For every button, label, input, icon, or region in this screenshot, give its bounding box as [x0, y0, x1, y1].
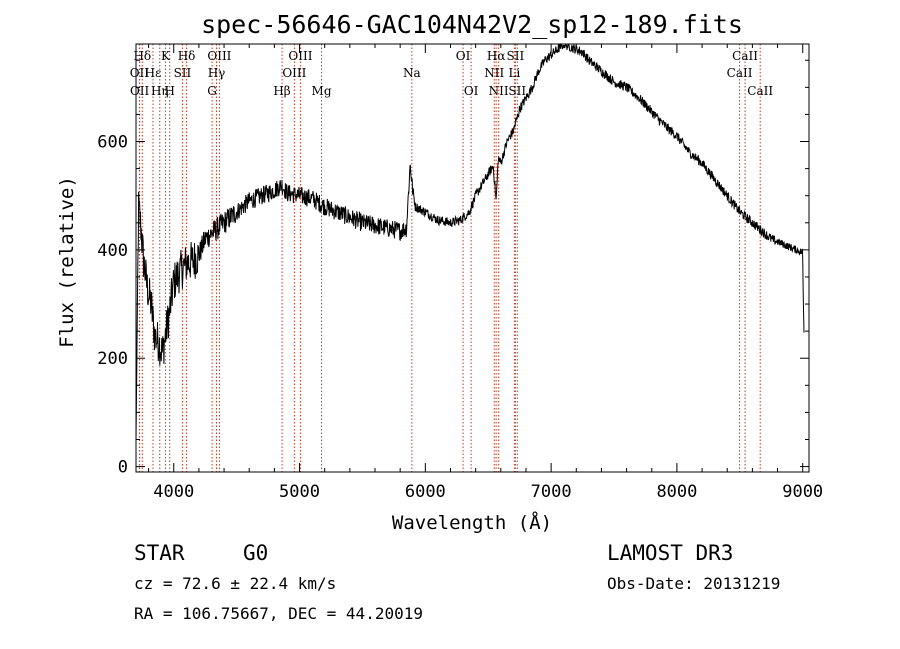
- y-tick-label: 600: [97, 133, 128, 153]
- line-marker-label: Hα: [487, 49, 506, 63]
- line-marker-label: Hδ: [133, 49, 151, 63]
- emission-line-markers: [138, 44, 761, 472]
- x-tick-label: 7000: [531, 482, 572, 502]
- x-tick-label: 4000: [153, 482, 194, 502]
- line-marker-label: Mg: [312, 84, 332, 98]
- object-class: STAR: [134, 541, 185, 565]
- x-tick-label: 5000: [279, 482, 320, 502]
- survey-name: LAMOST DR3: [607, 541, 733, 565]
- x-axis-ticks: 4000 5000 6000 7000 8000 9000: [148, 44, 823, 502]
- line-marker-label: Hε: [145, 66, 162, 80]
- plot-frame: [135, 43, 810, 473]
- line-marker-label: H: [164, 84, 174, 98]
- line-marker-label: OI: [464, 84, 479, 98]
- y-tick-label: 400: [97, 241, 128, 261]
- object-subclass: G0: [243, 541, 268, 565]
- x-tick-label: 9000: [782, 482, 823, 502]
- spectrum-line: [135, 43, 805, 440]
- line-marker-label: Na: [403, 66, 421, 80]
- line-marker-label: OII: [130, 66, 150, 80]
- line-marker-label: SII: [508, 84, 526, 98]
- x-tick-label: 8000: [656, 482, 697, 502]
- line-marker-label: OII: [130, 84, 150, 98]
- redshift-velocity: cz = 72.6 ± 22.4 km/s: [134, 574, 336, 593]
- line-marker-label: OIII: [288, 49, 312, 63]
- y-tick-label: 0: [118, 458, 128, 478]
- line-marker-label: OIII: [282, 66, 306, 80]
- line-marker-label: G: [207, 84, 217, 98]
- y-tick-label: 200: [97, 349, 128, 369]
- line-marker-label: Hγ: [208, 66, 226, 80]
- line-marker-label: Li: [508, 66, 520, 80]
- y-axis-ticks: 0 200 400 600: [97, 59, 809, 478]
- line-marker-label: Hβ: [273, 84, 290, 98]
- line-marker-label: Hη: [151, 84, 169, 98]
- y-axis-label: Flux (relative): [56, 176, 78, 348]
- x-tick-label: 6000: [405, 482, 446, 502]
- line-marker-label: CaII: [747, 84, 773, 98]
- x-axis-label: Wavelength (Å): [392, 511, 552, 534]
- line-marker-label: NII: [489, 84, 509, 98]
- line-marker-label: OI: [456, 49, 471, 63]
- sky-coordinates: RA = 106.75667, DEC = 44.20019: [134, 604, 423, 623]
- line-marker-label: OIII: [207, 49, 231, 63]
- chart-title: spec-56646-GAC104N42V2_sp12-189.fits: [201, 10, 743, 39]
- line-marker-label: SII: [507, 49, 525, 63]
- line-marker-label: CaII: [732, 49, 758, 63]
- line-marker-label: K: [161, 49, 171, 63]
- line-marker-label: SII: [174, 66, 192, 80]
- observation-date: Obs-Date: 20131219: [607, 574, 780, 593]
- line-marker-label: NII: [484, 66, 504, 80]
- line-marker-label: CaII: [727, 66, 753, 80]
- line-marker-label: Hδ: [178, 49, 196, 63]
